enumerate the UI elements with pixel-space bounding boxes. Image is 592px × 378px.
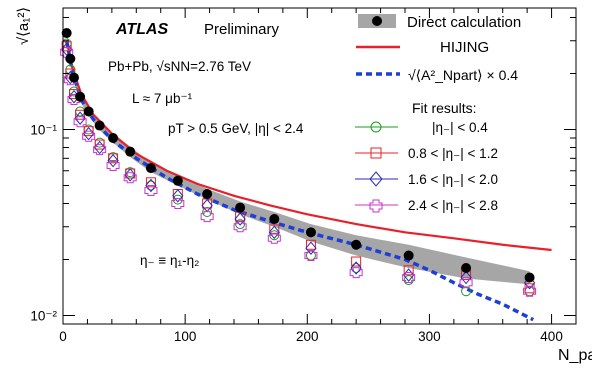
fit-eta-1-point — [75, 109, 86, 120]
atlas-label: ATLAS — [115, 21, 168, 38]
fit-eta-3-point — [459, 277, 473, 289]
plot-frame — [62, 7, 577, 325]
plot-border — [62, 7, 577, 325]
axis-ticks: 0 100 200 300 400 10⁻² 10⁻¹ — [30, 8, 577, 344]
luminosity-label: L ≈ 7 μb⁻¹ — [132, 91, 193, 106]
fit-eta-3-point — [106, 160, 120, 172]
direct-calculation-point — [269, 214, 280, 225]
fit-eta-2-point — [74, 111, 86, 125]
legend-fit-title: Fit results: — [412, 100, 477, 116]
y-tick-label: 10⁻² — [30, 308, 57, 323]
fit-eta-3-point — [267, 232, 281, 244]
legend-label-hijing: HIJING — [440, 39, 489, 56]
direct-calculation-point — [524, 272, 535, 283]
legend: Direct calculation HIJING √⟨A²_Npart⟩ × … — [355, 14, 521, 213]
legend-label-fit-1: |η₋| < 0.4 — [432, 120, 488, 135]
fit-eta-3-point — [523, 285, 537, 297]
fit-eta-2-point — [305, 241, 317, 255]
legend-label-fit-3: 1.6 < |η₋| < 2.0 — [408, 172, 498, 187]
direct-band-area — [66, 28, 530, 285]
fit-eta-0-point — [172, 194, 183, 205]
system-label: Pb+Pb, √sNN=2.76 TeV — [108, 59, 251, 74]
direct-calculation-point — [125, 146, 136, 157]
legend-label-direct: Direct calculation — [407, 14, 521, 31]
legend-label-fit-2: 0.8 < |η₋| < 1.2 — [408, 146, 498, 161]
direct-calculation-point — [83, 106, 94, 117]
legend-marker-fit-2 — [370, 147, 382, 159]
fit-eta-3-point — [73, 116, 87, 128]
legend-label-fit-4: 2.4 < |η₋| < 2.8 — [408, 198, 498, 213]
fit-eta-1-point — [269, 224, 280, 235]
legend-marker-fit-3 — [369, 171, 383, 187]
direct-calculation-point — [351, 239, 362, 250]
x-axis-title: N_part — [558, 347, 592, 364]
fit-eta-1-point — [351, 256, 362, 267]
legend-marker-fit-4 — [369, 199, 383, 213]
fit-eta-3-point — [171, 198, 185, 210]
direct-calculation-point — [108, 133, 119, 144]
x-tick-label: 400 — [540, 329, 563, 344]
direct-calculation-point — [94, 120, 105, 131]
fit-eta-3-point — [93, 144, 107, 156]
direct-calculation-point — [68, 72, 79, 83]
fit-eta-2-point — [460, 270, 472, 285]
direct-calculation-point — [145, 163, 156, 174]
direct-calculation-point — [461, 263, 472, 274]
fit-eta-1-point — [145, 177, 156, 188]
x-tick-label: 200 — [296, 329, 319, 344]
fit-eta-3-point — [200, 211, 214, 223]
fit-eta-2-point — [234, 212, 246, 226]
cuts-label: pT > 0.5 GeV, |η| < 2.4 — [168, 121, 304, 136]
x-tick-label: 0 — [59, 329, 67, 344]
fit-eta-2-point — [268, 225, 280, 240]
fit-eta-2-point — [107, 153, 119, 168]
fit-eta-1-point — [94, 139, 105, 150]
fit-eta-3-point — [82, 130, 96, 142]
fit-eta-2-point — [145, 178, 157, 193]
legend-label-scaled: √⟨A²_Npart⟩ × 0.4 — [408, 67, 518, 83]
fit-eta-1-point — [108, 153, 119, 164]
direct-calculation-band — [66, 28, 530, 285]
eta-definition-label: η₋ ≡ η₁-η₂ — [140, 253, 199, 268]
preliminary-label: Preliminary — [204, 21, 280, 38]
fit-eta-1-point — [403, 265, 414, 276]
legend-marker-direct — [372, 16, 382, 26]
fit-eta-0-point — [461, 286, 472, 297]
fit-eta-3-point — [144, 184, 158, 196]
x-tick-label: 100 — [174, 329, 197, 344]
direct-calculation-point — [61, 28, 72, 39]
y-tick-label: 10⁻¹ — [30, 122, 57, 137]
fit-eta-1-point — [61, 41, 72, 52]
fit-eta-1-point — [83, 126, 94, 137]
svg-text:√⟨a₁²⟩: √⟨a₁²⟩ — [15, 7, 32, 45]
curve-layer — [64, 40, 552, 322]
direct-calculation-point — [305, 227, 316, 238]
direct-calculation-point — [65, 53, 76, 64]
fit-eta-2-point — [172, 189, 184, 203]
hijing-curve — [65, 40, 552, 252]
fit-eta-3-point — [402, 272, 416, 284]
y-axis-title: √⟨a₁²⟩ — [15, 7, 32, 45]
fit-eta-3-point — [233, 221, 247, 233]
direct-calculation-point — [172, 175, 183, 186]
fit-eta-3-point — [304, 250, 318, 262]
fit-eta-2-point — [350, 261, 362, 275]
scaled-npart-curve — [64, 40, 535, 322]
direct-calculation-point — [202, 188, 213, 199]
fit-eta-1-point — [305, 239, 316, 250]
fit-eta-3-point — [123, 172, 137, 184]
direct-calculation-point — [403, 250, 414, 261]
marker-layer — [60, 28, 537, 297]
direct-calculation-point — [235, 202, 246, 213]
legend-marker-fit-1 — [370, 121, 382, 133]
direct-calculation-point — [75, 91, 86, 102]
fit-eta-3-point — [349, 267, 363, 279]
x-tick-label: 300 — [418, 329, 441, 344]
